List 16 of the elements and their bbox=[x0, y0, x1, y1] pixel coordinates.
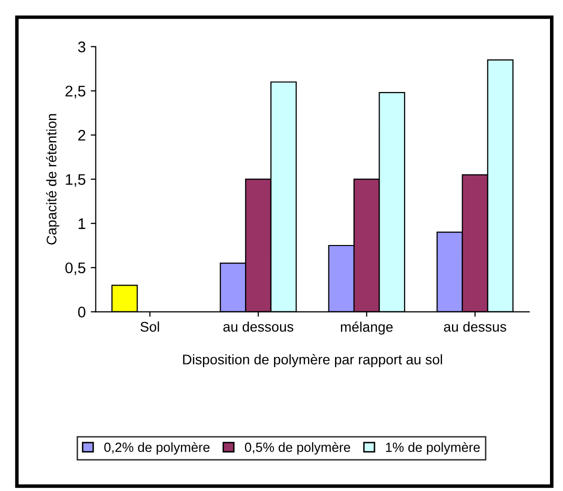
y-tick-label: 0 bbox=[78, 306, 86, 318]
x-tick-label: au dessous bbox=[223, 322, 294, 332]
x-axis-title: Disposition de polymère par rapport au sol bbox=[183, 354, 442, 368]
y-axis-title: Capacité de rétention bbox=[46, 114, 60, 245]
x-tick-label: au dessus bbox=[444, 322, 506, 332]
legend-label: 1% de polymère bbox=[386, 442, 480, 455]
legend-label: 0,5% de polymère bbox=[244, 442, 350, 455]
x-tick-label: Sol bbox=[140, 322, 160, 332]
y-tick-label: 1,5 bbox=[66, 174, 86, 187]
y-tick-label: 0,5 bbox=[65, 262, 86, 276]
legend-label: 0,2% de polymère bbox=[104, 442, 210, 455]
y-tick-label: 3 bbox=[78, 42, 86, 52]
y-tick-label: 2,5 bbox=[66, 86, 86, 98]
x-tick-label: mélange bbox=[340, 322, 393, 335]
y-tick-label: 1 bbox=[78, 218, 86, 229]
y-tick-label: 2 bbox=[78, 130, 86, 141]
